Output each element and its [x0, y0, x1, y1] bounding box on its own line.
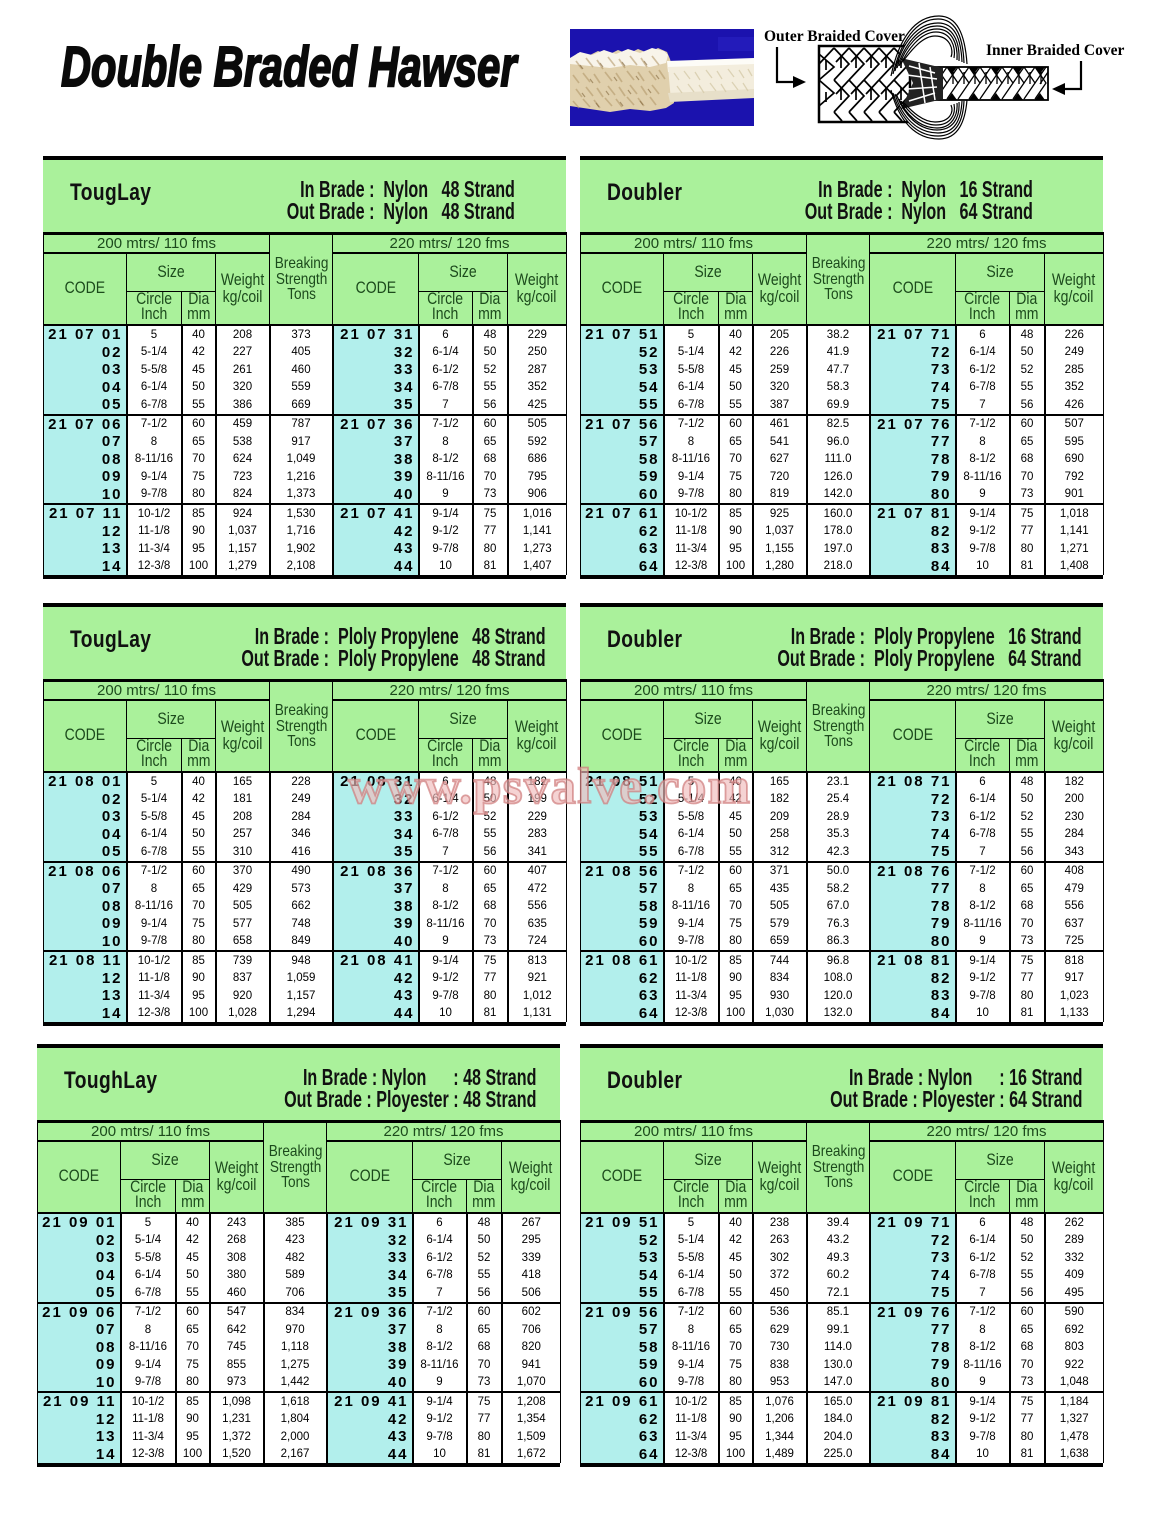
svg-text:Outer Braided Cover: Outer Braided Cover — [764, 28, 905, 45]
svg-text:Inner Braided Cover: Inner Braided Cover — [986, 42, 1124, 59]
